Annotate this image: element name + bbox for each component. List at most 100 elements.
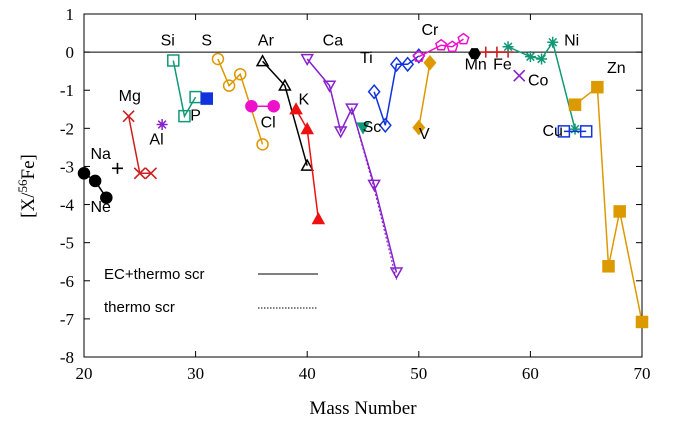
series-line xyxy=(574,85,643,323)
series-ar xyxy=(255,54,314,171)
data-point xyxy=(211,52,225,66)
series-line xyxy=(262,60,308,166)
element-label-p: P xyxy=(190,108,201,125)
series-s xyxy=(211,52,269,151)
series-ni xyxy=(502,36,581,135)
series-cl xyxy=(245,99,280,113)
data-point xyxy=(100,191,113,204)
data-point xyxy=(245,99,258,113)
data-point xyxy=(345,103,359,116)
series-cr xyxy=(412,32,470,62)
data-point xyxy=(300,158,314,171)
x-tick-label: 50 xyxy=(410,364,427,383)
series-line xyxy=(306,58,398,273)
element-label-ti: Ti xyxy=(360,50,373,67)
data-point xyxy=(557,125,571,138)
data-point xyxy=(156,119,168,131)
y-axis-title-sup: 56 xyxy=(15,179,30,193)
data-point xyxy=(569,123,581,135)
data-point xyxy=(536,53,548,65)
y-axis-title: [X/56Fe] xyxy=(15,154,40,218)
series-al xyxy=(156,119,168,131)
y-tick-label: -8 xyxy=(60,348,74,367)
data-point xyxy=(222,79,236,92)
data-point xyxy=(178,109,191,123)
element-label-al: Al xyxy=(149,131,163,148)
series-na xyxy=(77,167,113,204)
series-mg xyxy=(122,110,158,180)
data-point xyxy=(378,117,392,134)
series-line-thermo xyxy=(306,58,398,281)
y-tick-label: -6 xyxy=(60,272,74,291)
legend: EC+thermo scr thermo scr xyxy=(104,266,318,316)
element-label-cr: Cr xyxy=(422,22,440,39)
data-point xyxy=(568,98,582,111)
x-tick-label: 70 xyxy=(634,364,651,383)
data-point xyxy=(613,205,626,218)
data-point xyxy=(356,122,370,135)
series-zn xyxy=(568,80,649,329)
y-tick-label: -1 xyxy=(60,81,74,100)
data-point xyxy=(389,267,404,280)
series-layer xyxy=(77,32,649,329)
data-point xyxy=(278,78,292,91)
element-label-k: K xyxy=(299,92,310,109)
data-point xyxy=(300,122,314,135)
element-label-si: Si xyxy=(161,32,175,49)
data-point xyxy=(390,56,403,73)
y-axis-title-prefix: [X/ xyxy=(18,192,39,218)
data-point xyxy=(367,179,381,192)
series-sc xyxy=(356,122,370,135)
element-label-cu: Cu xyxy=(542,123,562,140)
y-tick-label: 1 xyxy=(66,5,75,24)
plot-frame xyxy=(83,13,643,358)
data-point xyxy=(491,46,503,58)
data-point xyxy=(635,315,649,329)
element-label-cl: Cl xyxy=(261,115,276,132)
x-tick-label: 30 xyxy=(187,364,204,383)
element-label-na: Na xyxy=(91,146,112,163)
y-tick-label: -2 xyxy=(60,119,74,138)
element-label-fe: Fe xyxy=(493,56,512,73)
y-tick-label: -4 xyxy=(60,196,75,215)
data-point xyxy=(401,56,415,73)
series-k xyxy=(289,102,326,225)
extra-marker xyxy=(111,162,123,174)
y-axis-title-suffix: Fe] xyxy=(18,154,39,179)
data-point xyxy=(480,46,492,58)
data-point xyxy=(200,92,214,105)
data-point xyxy=(412,119,426,136)
data-point xyxy=(367,83,381,100)
data-point xyxy=(322,80,337,93)
data-point xyxy=(524,51,536,63)
data-point xyxy=(255,54,270,67)
data-point xyxy=(289,102,303,115)
series-co xyxy=(513,69,526,82)
element-label-ne: Ne xyxy=(91,199,112,216)
x-axis-title: Mass Number xyxy=(309,398,417,419)
series-mn xyxy=(468,48,481,60)
data-point xyxy=(77,167,91,180)
series-cu xyxy=(557,125,593,138)
data-point xyxy=(88,174,102,188)
data-point xyxy=(435,38,448,51)
data-point xyxy=(513,69,526,82)
legend-label-dotted: thermo scr xyxy=(104,299,175,316)
data-point xyxy=(167,54,180,67)
data-point xyxy=(133,167,146,180)
data-point xyxy=(144,167,158,180)
data-point xyxy=(333,126,348,139)
series-line xyxy=(418,62,431,128)
axis-ticks: 20 30 40 50 60 70 -8 -7 -6 -5 -4 -3 -2 -1 0 1 xyxy=(60,5,651,383)
data-point xyxy=(423,55,437,71)
x-tick-label: 20 xyxy=(76,364,93,383)
element-label-ar: Ar xyxy=(258,32,275,49)
series-line xyxy=(172,60,197,119)
series-ti xyxy=(367,48,426,134)
series-p xyxy=(200,92,214,105)
y-tick-label: -5 xyxy=(60,234,74,253)
element-label-sc: Sc xyxy=(363,119,382,136)
legend-label-solid: EC+thermo scr xyxy=(104,266,204,283)
element-label-ca: Ca xyxy=(323,32,344,49)
data-point xyxy=(412,50,425,62)
